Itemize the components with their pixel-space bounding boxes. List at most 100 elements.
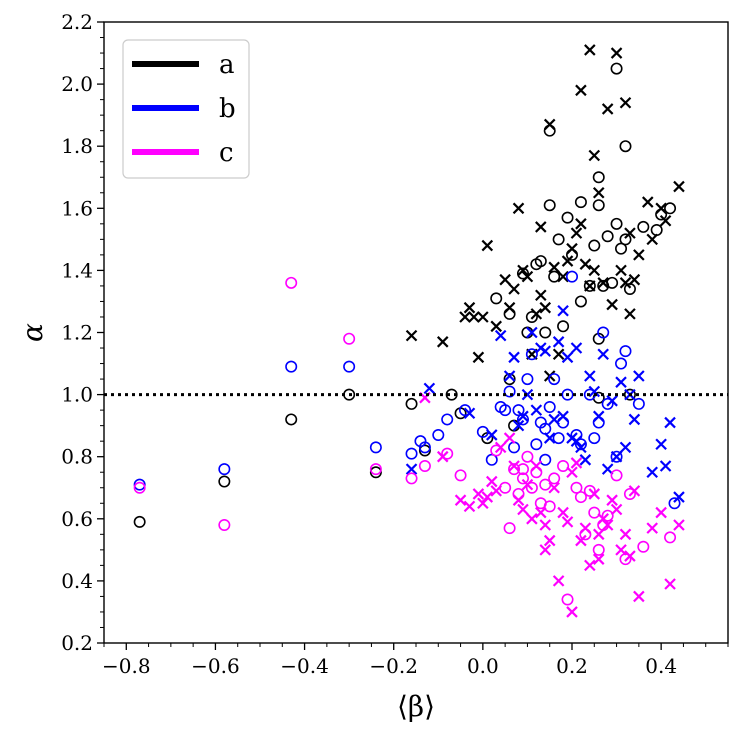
point-b-cross [503,370,516,382]
point-a-cross [481,239,494,252]
point-a-circle [534,255,547,268]
point-a-cross [548,261,560,274]
point-a-cross [575,84,587,97]
point-a-cross [557,270,569,283]
y-tick-label: 1.8 [61,134,93,158]
point-b-circle [405,447,418,460]
point-b-cross [561,351,574,364]
point-a-cross [535,221,547,233]
point-c-cross [517,503,529,516]
point-c-circle [561,593,574,606]
point-a-cross [633,249,645,261]
point-b-circle [565,270,578,283]
x-tick-label: −0.4 [280,654,329,678]
point-a-cross [405,329,418,342]
point-c-cross [539,519,552,531]
x-tick-label: 0.2 [556,654,588,678]
point-c-cross [521,478,534,491]
point-a-cross [601,103,614,115]
point-b-circle [133,478,146,491]
point-b-circle [485,453,498,466]
point-a-cross [646,233,659,246]
point-c-cross [508,460,520,472]
point-c-circle [343,332,356,345]
point-c-circle [418,460,431,473]
point-b-circle [218,463,231,476]
point-a-circle [588,239,601,252]
point-a-cross [624,308,636,320]
point-b-circle [530,438,543,451]
y-tick-label: 0.2 [61,631,93,655]
point-c-cross [436,450,449,463]
point-b-circle [441,413,454,426]
point-b-cross [579,454,592,466]
y-tick-label: 1.4 [61,258,93,282]
point-a-cross [490,320,503,333]
point-a-cross [472,351,485,364]
point-b-circle [632,397,645,410]
point-b-circle [574,438,587,451]
point-b-circle [459,404,472,417]
point-c-cross [592,528,605,541]
point-b-circle [619,345,632,358]
point-a-circle [610,62,623,75]
point-c-cross [526,513,538,525]
x-tick-label: −0.8 [102,654,151,678]
point-a-cross [463,301,476,314]
point-a-cross [530,308,543,320]
point-a-circle [619,233,632,246]
point-c-circle [521,450,534,463]
point-c-cross [655,506,667,519]
point-b-circle [543,401,556,414]
point-c-cross [454,494,467,506]
point-b-circle [418,441,431,454]
point-b-cross [557,410,569,423]
point-c-cross [539,544,552,556]
point-a-cross [615,264,627,277]
point-b-circle [343,360,356,373]
point-c-cross [597,513,609,525]
point-a-cross [659,214,672,227]
point-a-circle [543,199,556,212]
point-c-circle [454,469,467,482]
point-c-cross [584,559,596,572]
y-tick-label: 1.6 [61,196,93,220]
point-c-cross [588,488,601,500]
point-a-circle [539,326,552,339]
point-a-circle [405,397,418,410]
point-b-cross [512,419,525,432]
x-tick-label: −0.6 [191,654,240,678]
point-c-cross [664,578,676,590]
point-c-circle [441,447,454,460]
point-b-cross [592,410,605,423]
point-b-circle [508,441,521,454]
point-b-circle [668,497,681,510]
legend-label-a: a [219,50,235,80]
point-a-circle [574,295,587,308]
point-b-circle [499,404,512,417]
y-tick-label: 0.6 [61,507,93,531]
point-c-cross [490,485,503,497]
point-a-cross [508,283,520,295]
point-a-circle [623,283,636,296]
point-c-cross [624,550,636,562]
y-tick-label: 1.0 [61,383,93,407]
point-b-circle [503,385,516,398]
x-axis-title: ⟨β⟩ [397,690,435,723]
point-c-circle [570,481,583,494]
point-b-cross [575,441,587,454]
point-c-circle [369,463,382,476]
point-a-cross [619,96,632,109]
point-c-cross [543,534,556,547]
point-a-circle [637,220,650,233]
point-a-circle [610,217,623,230]
point-b-cross [530,404,543,416]
point-c-cross [530,460,543,472]
point-b-circle [285,360,298,373]
point-a-circle [592,171,605,184]
point-b-cross [606,395,618,407]
y-tick-label: 2.2 [61,10,93,34]
point-c-circle [610,469,623,482]
point-c-circle [588,506,601,519]
point-a-circle [601,230,614,243]
